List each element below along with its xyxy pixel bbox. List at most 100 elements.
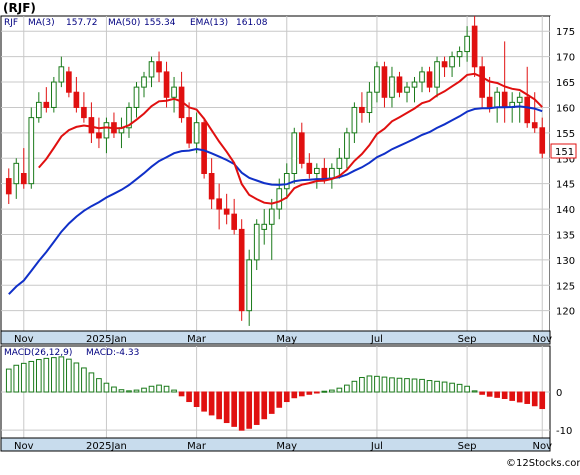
price-x-tick-label: May [276, 334, 297, 345]
macd-bar-positive [81, 367, 87, 393]
candle-down [381, 66, 388, 98]
macd-bar-negative [238, 391, 245, 431]
candle-up [366, 91, 373, 114]
macd-x-tick-label: 2025Jan [86, 441, 127, 452]
candle-up [193, 122, 200, 144]
candle-up [351, 106, 358, 134]
macd-bar-positive [381, 376, 388, 393]
candle-up [253, 223, 260, 261]
macd-value-label: MACD:-4.33 [86, 348, 139, 358]
chart-title: (RJF) [3, 1, 36, 15]
macd-bar-positive [389, 377, 395, 393]
candle-up [411, 81, 418, 88]
candle-up [141, 76, 147, 88]
candle-up [171, 86, 177, 98]
macd-bar-negative [276, 391, 283, 408]
candle-up [516, 96, 523, 103]
candle-up [329, 167, 335, 180]
candle-up [389, 76, 395, 98]
macd-bar-positive [411, 378, 418, 393]
macd-bar-positive [51, 357, 57, 393]
candle-down [321, 167, 328, 180]
macd-bar-positive [449, 382, 455, 393]
macd-bar-negative [313, 391, 320, 394]
macd-bar-positive [456, 383, 463, 393]
candle-up [464, 35, 470, 53]
macd-bar-negative [291, 391, 298, 399]
macd-bar-negative [524, 391, 531, 404]
candle-down [298, 132, 305, 164]
macd-bar-positive [43, 357, 50, 393]
price-x-tick-label: Nov [532, 334, 552, 345]
macd-bar-positive [111, 386, 117, 393]
candle-up [148, 61, 155, 78]
candle-down [306, 162, 313, 175]
macd-bar-positive [58, 356, 65, 393]
price-legend: RJF MA(3) 157.72 MA(50) 155.34 EMA(13) 1… [4, 18, 268, 28]
legend-ema13-label: EMA(13) [190, 18, 228, 28]
macd-bar-negative [509, 391, 516, 401]
ma50-line [8, 105, 543, 295]
candle-up [51, 81, 57, 108]
candle-up [313, 167, 320, 175]
candle-up [291, 132, 298, 175]
price-y-tick-label: 160 [556, 103, 575, 114]
price-x-tick-label: 2025Jan [86, 334, 127, 345]
macd-bar-positive [96, 378, 102, 393]
macd-bar-positive [329, 389, 335, 393]
macd-y-tick-label: 0 [556, 388, 562, 399]
candle-down [396, 76, 403, 93]
candle-down [5, 178, 12, 195]
macd-x-tick-label: Sep [458, 441, 477, 452]
price-axis-band [550, 16, 579, 331]
macd-bar-positive [171, 389, 177, 393]
legend-symbol: RJF [4, 18, 18, 28]
macd-bar-positive [374, 375, 380, 393]
price-x-tick-label: Nov [14, 334, 34, 345]
macd-bar-positive [35, 359, 42, 393]
legend-ma50-value: 155.34 [144, 18, 176, 28]
macd-bar-positive [126, 390, 132, 393]
macd-bar-negative [186, 391, 192, 403]
macd-bar-negative [494, 391, 500, 398]
price-y-tick-label: 145 [556, 180, 575, 191]
macd-bar-positive [404, 378, 410, 393]
macd-bar-positive [156, 384, 162, 393]
candle-down [524, 96, 531, 124]
macd-bar-positive [321, 390, 328, 393]
ema13-line [38, 72, 543, 205]
candle-down [88, 117, 95, 134]
candle-down [426, 71, 433, 88]
candle-down [531, 122, 538, 129]
price-y-tick-label: 155 [556, 129, 575, 140]
price-y-tick-label: 120 [556, 307, 575, 318]
last-price-tag: 151 [555, 147, 574, 158]
price-y-tick-label: 175 [556, 27, 575, 38]
candle-up [344, 132, 350, 159]
candle-up [494, 91, 500, 108]
candle-up [449, 56, 455, 68]
macd-bar-positive [133, 389, 140, 393]
price-y-tick-labels: 120 125 130 135 140 145 150 155 160 165 170 175 [556, 27, 575, 317]
candle-down [441, 61, 448, 68]
candle-up [456, 51, 463, 58]
macd-y-tick-label: -10 [556, 426, 572, 437]
candle-down [66, 71, 72, 93]
macd-bar-negative [216, 391, 222, 420]
candle-up [276, 188, 283, 210]
macd-bar-positive [426, 380, 433, 393]
macd-bar-negative [208, 391, 215, 416]
price-x-axis-band [0, 330, 551, 345]
candle-down [471, 25, 478, 68]
legend-ema13-value: 161.08 [236, 18, 268, 28]
macd-bar-negative [178, 391, 185, 397]
macd-bar-positive [28, 360, 35, 393]
macd-bar-positive [441, 381, 448, 393]
macd-bar-negative [268, 391, 275, 414]
price-x-tick-label: Mar [187, 334, 207, 345]
macd-bar-negative [246, 391, 253, 429]
candle-down [539, 127, 546, 154]
candle-down [501, 91, 508, 108]
macd-bar-positive [148, 385, 155, 393]
